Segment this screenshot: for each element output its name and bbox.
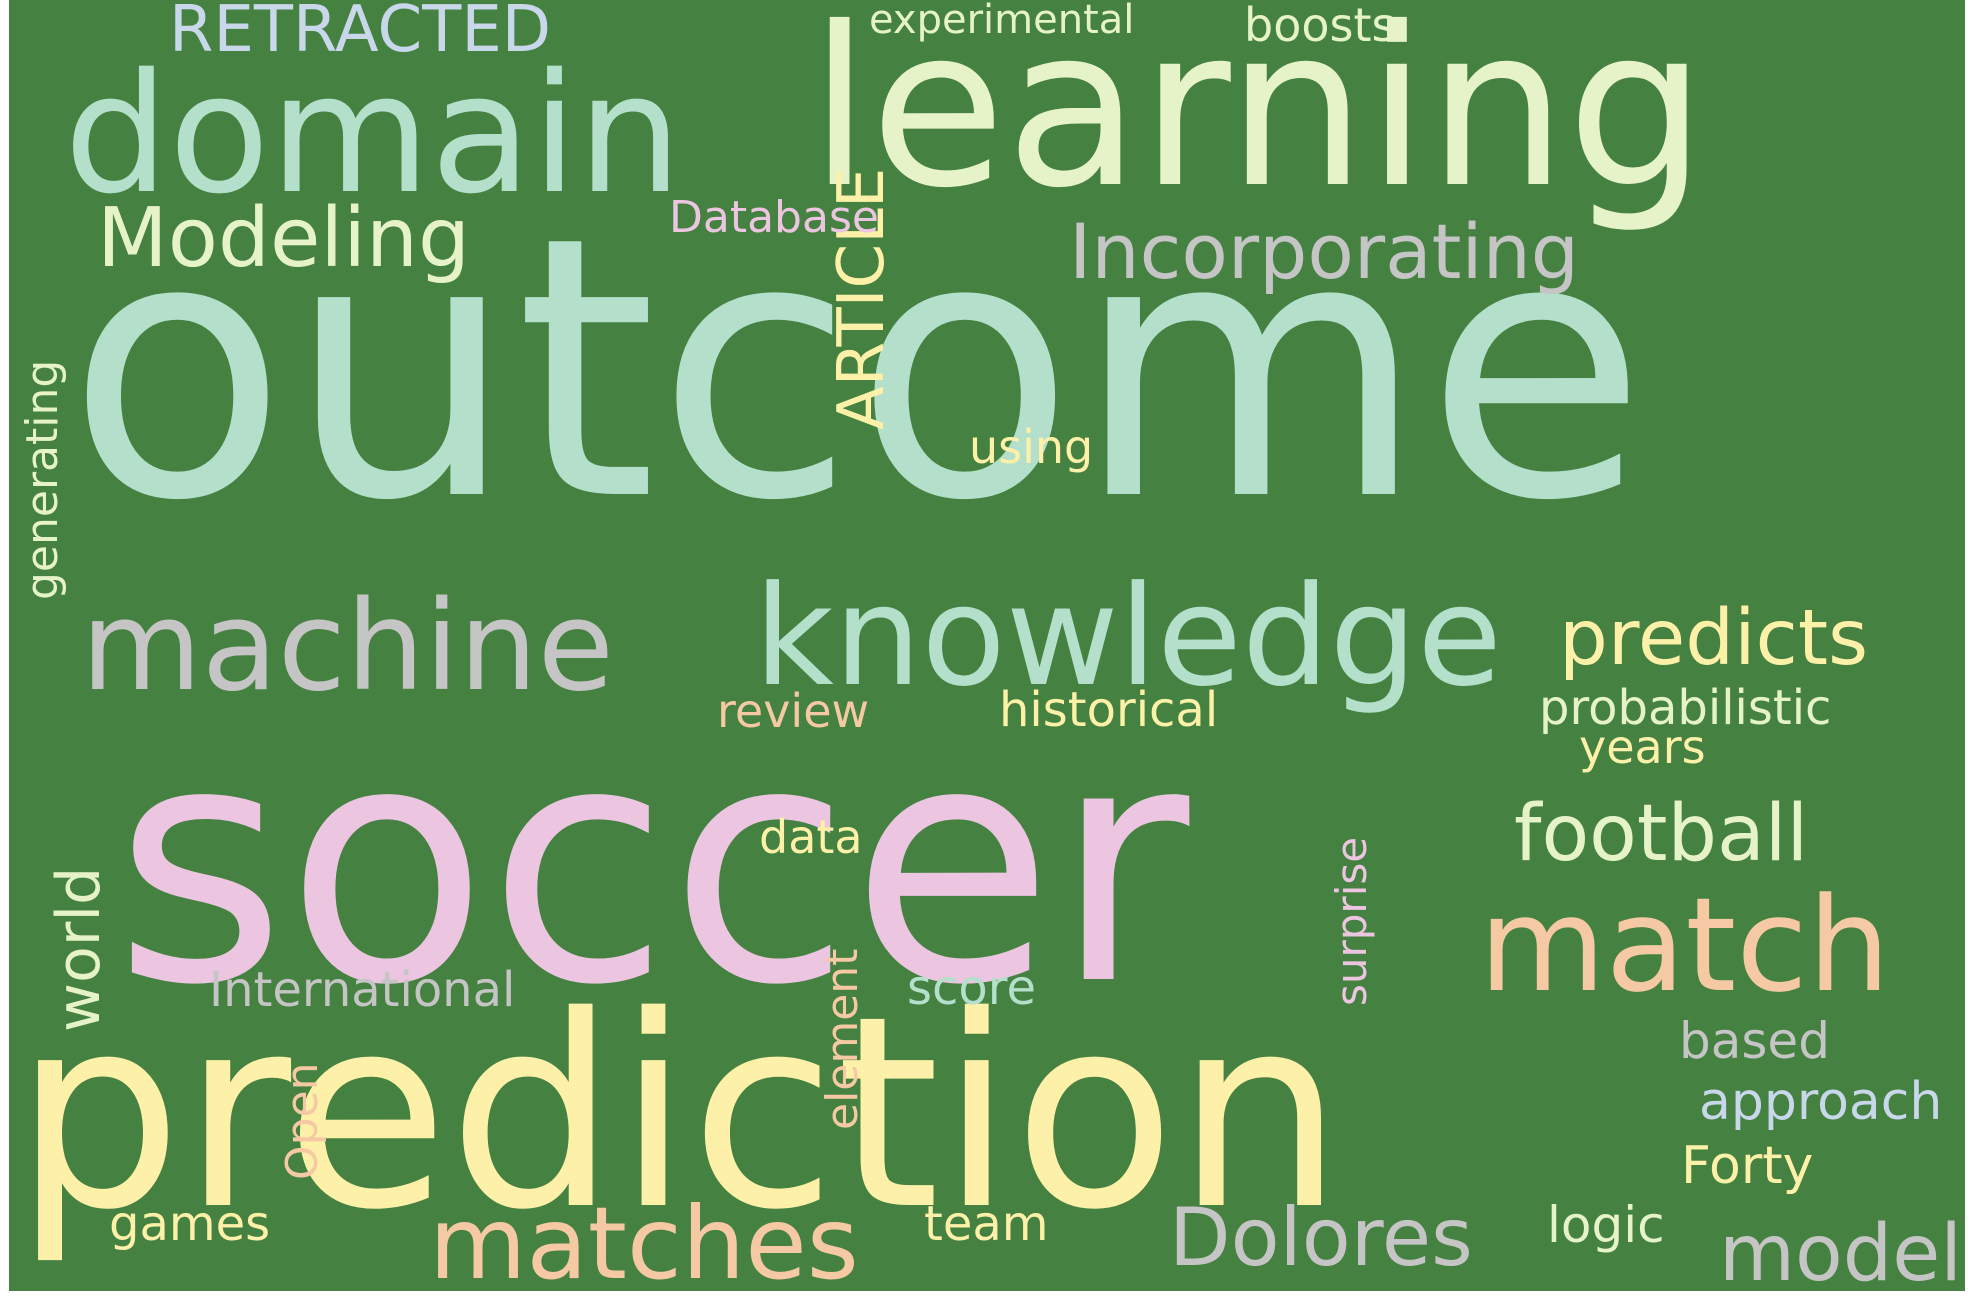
word-games: games	[109, 1196, 271, 1252]
word-retracted: RETRACTED	[169, 0, 552, 67]
word-knowledge: knowledge	[754, 556, 1503, 717]
word-score: score	[907, 960, 1036, 1016]
word-database: Database	[669, 192, 879, 243]
word-match: match	[1479, 869, 1891, 1021]
word-incorporating: Incorporating	[1069, 207, 1579, 296]
word-learning: learning	[809, 0, 1707, 236]
word-international: International	[209, 962, 516, 1018]
word-element: element	[817, 948, 868, 1130]
word-domain: domain	[64, 38, 682, 230]
word-logic: logic	[1547, 1196, 1665, 1254]
word-model: model	[1719, 1209, 1962, 1291]
word-boosts: boosts	[1244, 0, 1396, 52]
word-outcome: outcome	[67, 160, 1647, 579]
word-using: using	[969, 420, 1094, 474]
word-historical: historical	[999, 682, 1219, 738]
word-football: football	[1514, 789, 1809, 879]
word-machine: machine	[81, 575, 614, 719]
word-forty: Forty	[1681, 1136, 1814, 1196]
word-data: data	[759, 810, 863, 864]
word-review: review	[717, 684, 870, 738]
word-open: Open	[277, 1062, 328, 1180]
word-predicts: predicts	[1559, 594, 1869, 683]
word-cloud: outcome soccer prediction learning domai…	[9, 0, 1965, 1291]
word-probabilistic: probabilistic	[1539, 680, 1832, 736]
word-matches: matches	[429, 1185, 859, 1292]
word-experimental: experimental	[869, 0, 1135, 43]
word-prediction: prediction	[14, 960, 1344, 1268]
word-surprise: surprise	[1327, 836, 1376, 1006]
word-modeling: Modeling	[97, 191, 471, 286]
word-soccer: soccer	[114, 673, 1190, 1057]
word-world: world	[44, 866, 114, 1032]
word-years: years	[1579, 720, 1706, 774]
word-team: team	[924, 1196, 1049, 1252]
word-generating: generating	[17, 359, 68, 600]
word-dolores: Dolores	[1169, 1191, 1473, 1284]
word-approach: approach	[1699, 1072, 1943, 1132]
word-based: based	[1679, 1012, 1830, 1070]
